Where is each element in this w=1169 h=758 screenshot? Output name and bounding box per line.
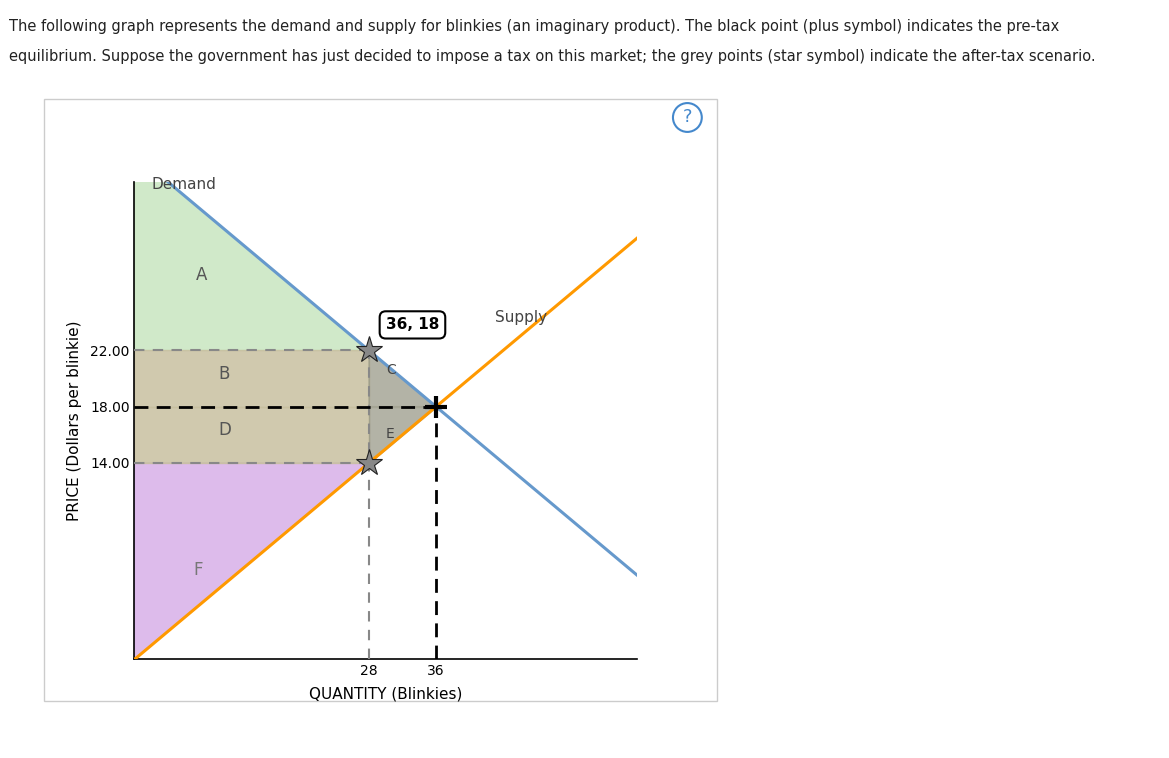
Text: C: C: [386, 363, 395, 377]
Text: equilibrium. Suppose the government has just decided to impose a tax on this mar: equilibrium. Suppose the government has …: [9, 49, 1097, 64]
Text: A: A: [195, 266, 207, 284]
Y-axis label: PRICE (Dollars per blinkie): PRICE (Dollars per blinkie): [67, 321, 82, 521]
Polygon shape: [369, 350, 436, 406]
Text: B: B: [219, 365, 229, 383]
Text: D: D: [219, 421, 231, 439]
Polygon shape: [369, 406, 436, 463]
Polygon shape: [134, 463, 369, 659]
Text: 36, 18: 36, 18: [386, 318, 440, 333]
Text: Supply: Supply: [494, 310, 547, 325]
Polygon shape: [134, 350, 369, 406]
Polygon shape: [134, 154, 369, 350]
Polygon shape: [134, 406, 369, 463]
Text: F: F: [193, 561, 202, 579]
Text: E: E: [386, 427, 394, 440]
Text: Demand: Demand: [151, 177, 216, 192]
X-axis label: QUANTITY (Blinkies): QUANTITY (Blinkies): [309, 687, 463, 702]
Text: The following graph represents the demand and supply for blinkies (an imaginary : The following graph represents the deman…: [9, 19, 1059, 34]
Text: ?: ?: [683, 108, 692, 127]
